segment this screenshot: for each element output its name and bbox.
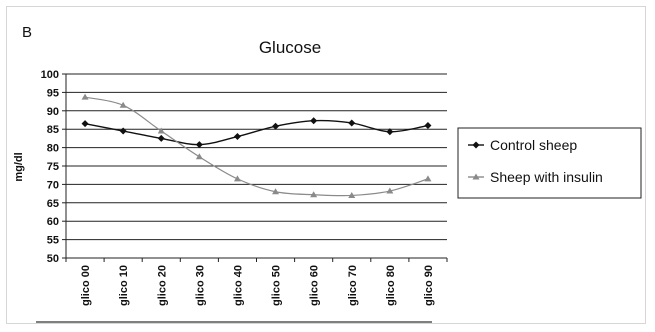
y-tick-label: 65 xyxy=(47,198,59,210)
data-point xyxy=(310,191,318,198)
series-control-sheep xyxy=(81,117,432,149)
x-tick-label: glico 00 xyxy=(80,265,92,306)
y-tick-labels: 50 55 60 65 70 75 80 85 90 95 100 xyxy=(41,69,59,265)
data-point xyxy=(386,187,394,194)
axes xyxy=(62,73,448,262)
y-tick-label: 90 xyxy=(47,106,59,118)
data-point xyxy=(233,175,241,182)
x-tick-label: glico 60 xyxy=(309,265,321,306)
data-point xyxy=(348,119,356,127)
data-point xyxy=(119,101,127,108)
x-tick-label: glico 80 xyxy=(385,265,397,306)
series-sheep-with-insulin xyxy=(81,93,432,198)
chart-title: Glucose xyxy=(259,38,321,57)
legend-box xyxy=(457,127,642,199)
data-point xyxy=(157,127,165,134)
y-tick-label: 55 xyxy=(47,235,59,247)
legend-item: Control sheep xyxy=(468,137,577,153)
x-tick-label: glico 50 xyxy=(271,265,283,306)
data-point xyxy=(119,127,127,135)
figure-frame xyxy=(6,6,646,324)
series-line xyxy=(84,119,429,146)
series-lines xyxy=(81,93,432,198)
panel-label: B xyxy=(22,24,32,41)
data-point xyxy=(472,141,480,149)
data-point xyxy=(81,93,89,100)
data-point xyxy=(157,134,165,142)
data-point xyxy=(81,120,89,128)
data-point xyxy=(272,188,280,195)
y-tick-label: 75 xyxy=(47,161,59,173)
data-point xyxy=(272,122,280,130)
y-tick-label: 100 xyxy=(41,69,59,81)
y-tick-label: 60 xyxy=(47,216,59,228)
x-tick-label: glico 10 xyxy=(118,265,130,306)
data-point xyxy=(386,128,394,136)
legend-item: Sheep with insulin xyxy=(468,169,603,185)
x-tick-labels: glico 00 glico 10 glico 20 glico 30 glico 40… xyxy=(36,265,435,323)
data-point xyxy=(472,173,480,180)
legend-label: Control sheep xyxy=(490,137,577,153)
data-point xyxy=(310,117,318,125)
x-tick-label: glico 20 xyxy=(156,265,168,306)
data-point xyxy=(348,191,356,198)
legend: Control sheep Sheep with insulin xyxy=(457,127,642,199)
data-point xyxy=(424,175,432,182)
data-point xyxy=(233,133,241,141)
y-tick-label: 95 xyxy=(47,87,59,99)
data-point xyxy=(424,122,432,130)
gridlines xyxy=(66,73,447,259)
x-tick-label: glico 40 xyxy=(232,265,244,306)
x-tick-label: glico 70 xyxy=(347,265,359,306)
x-tick-label: glico 90 xyxy=(423,265,435,306)
series-line xyxy=(84,96,429,197)
y-tick-label: 80 xyxy=(47,143,59,155)
legend-label: Sheep with insulin xyxy=(490,169,603,185)
y-axis-label: mg/dl xyxy=(13,152,25,181)
x-tick-label: glico 30 xyxy=(194,265,206,306)
data-point xyxy=(195,141,203,149)
y-tick-label: 50 xyxy=(47,253,59,265)
data-point xyxy=(195,153,203,160)
y-tick-label: 85 xyxy=(47,124,59,136)
y-tick-label: 70 xyxy=(47,179,59,191)
